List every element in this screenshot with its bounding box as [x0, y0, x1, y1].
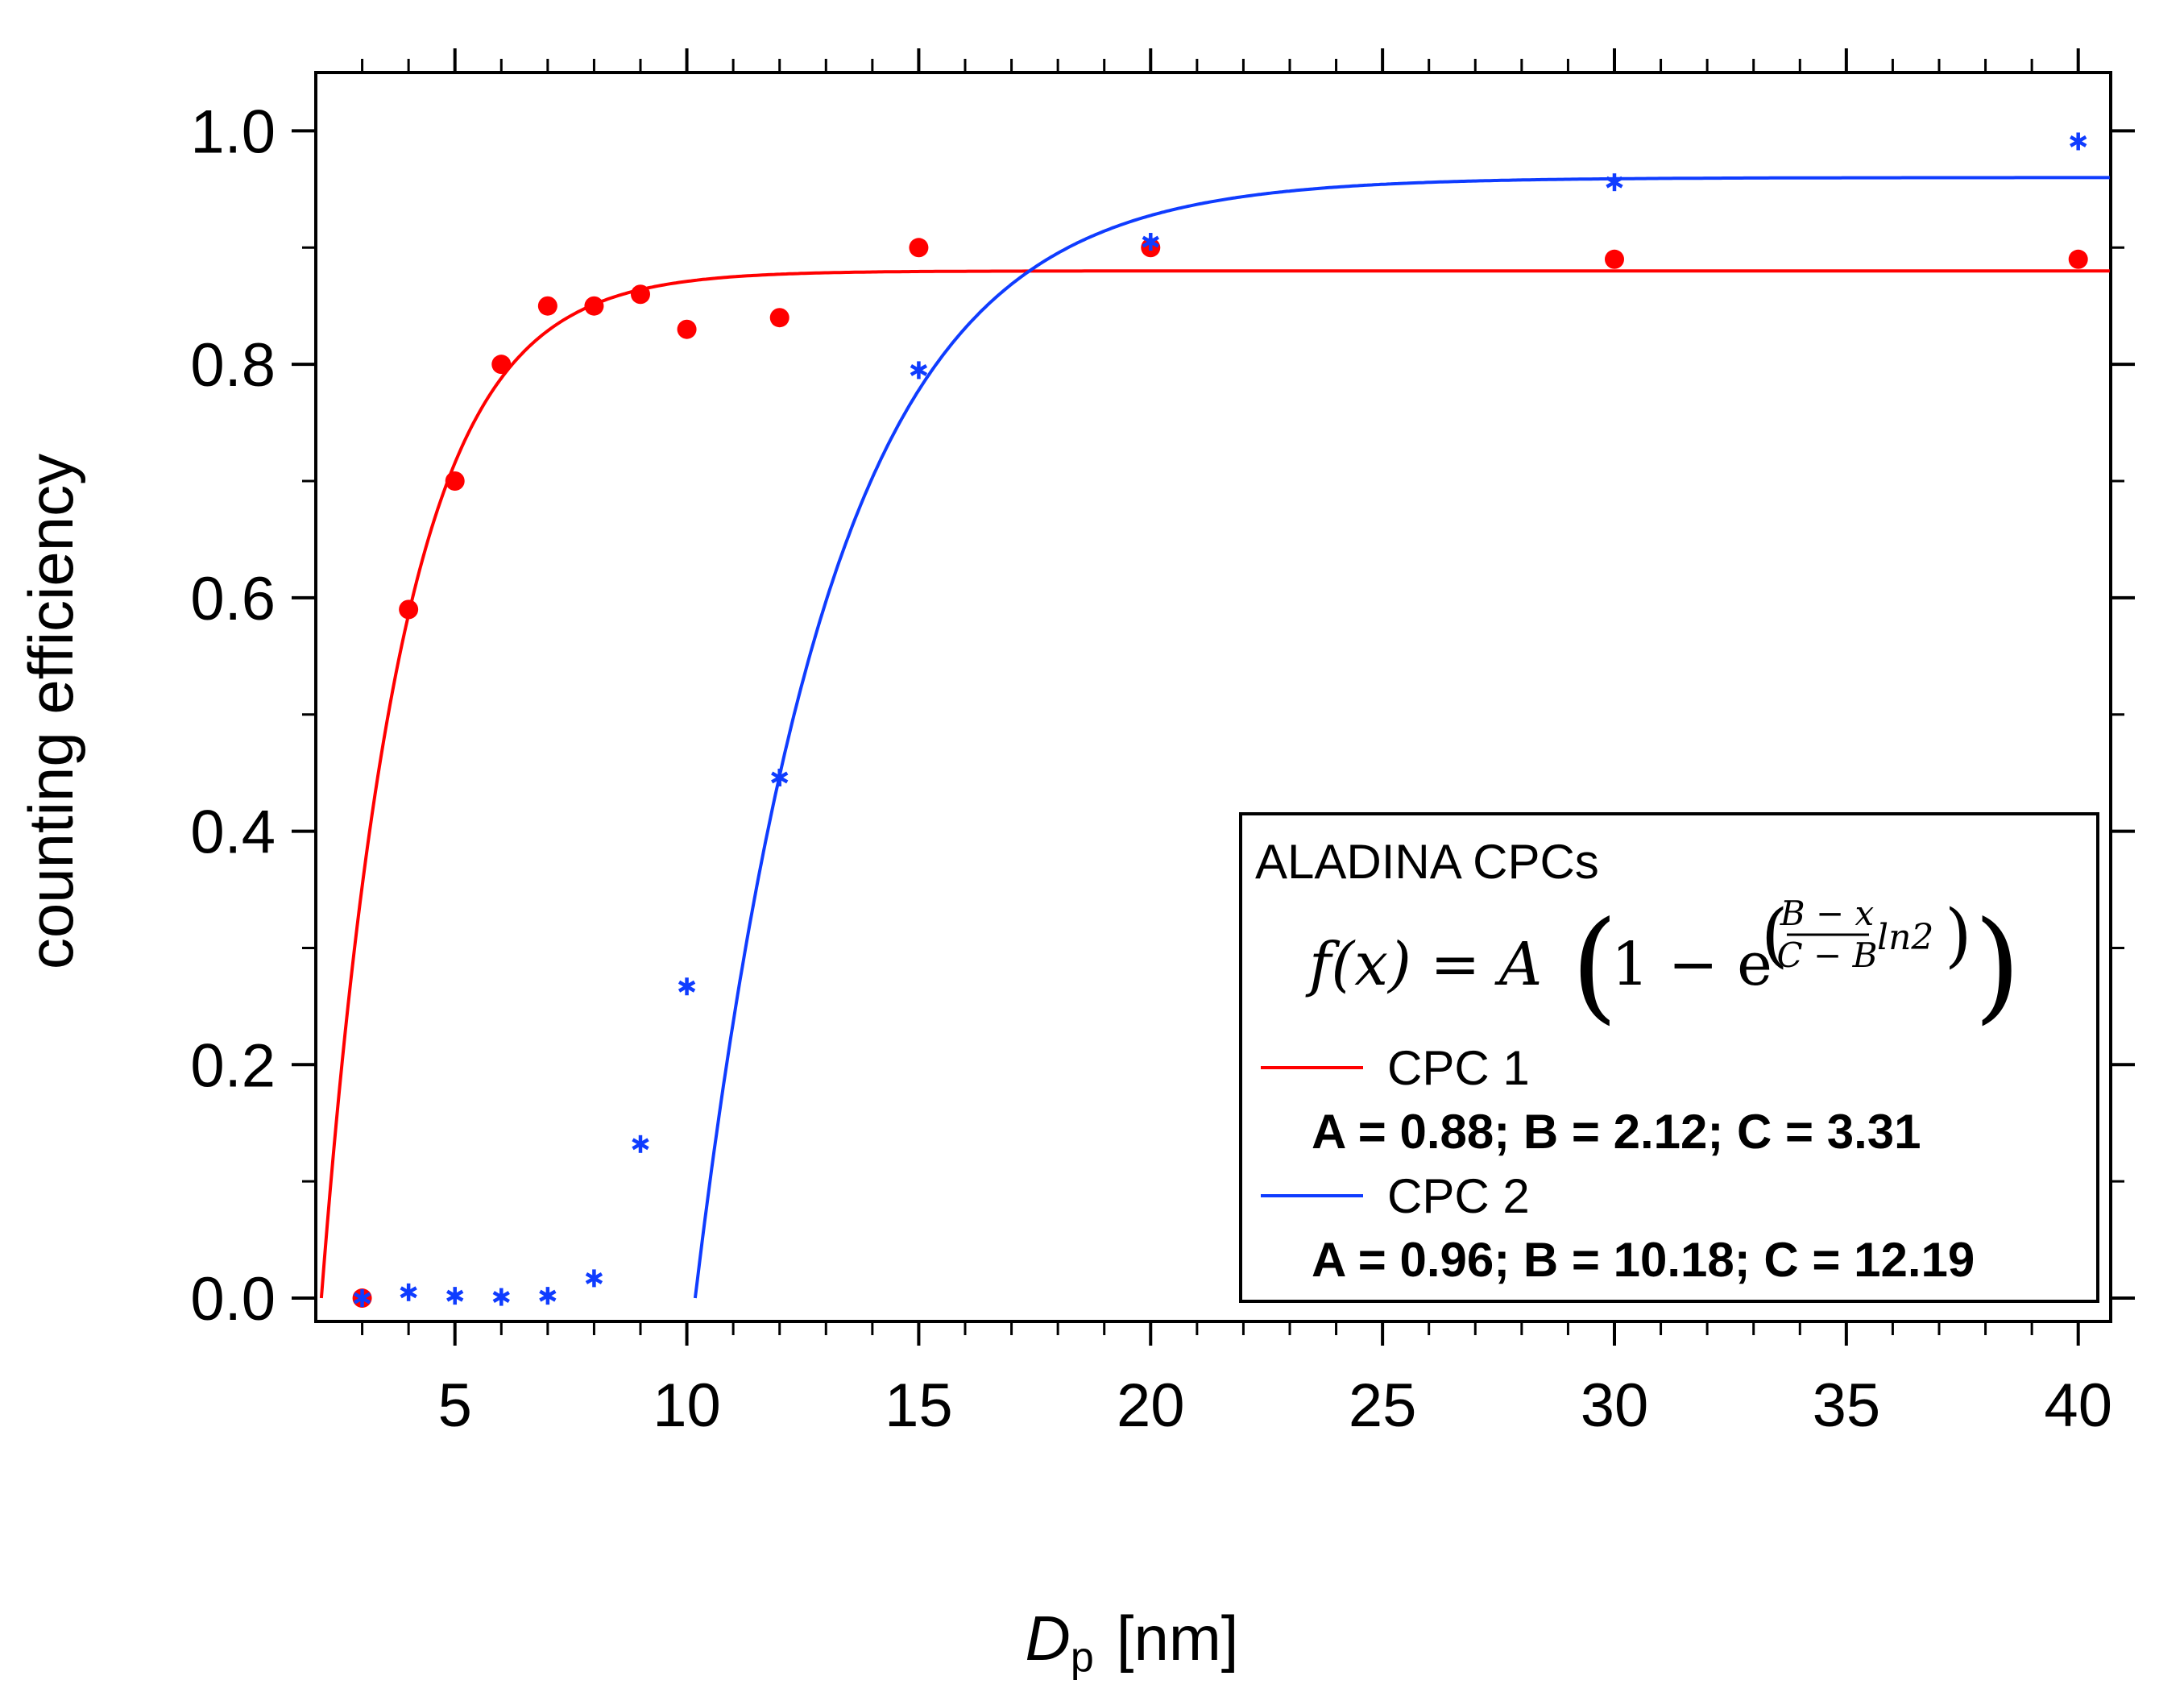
- y-tick-label: 0.2: [190, 1031, 276, 1100]
- legend-params-cpc2: A = 0.96; B = 10.18; C = 12.19: [1312, 1233, 1975, 1287]
- x-axis-title-unit: [nm]: [1117, 1603, 1239, 1674]
- data-point-cpc1: [445, 471, 465, 492]
- data-point-cpc1: [1604, 249, 1624, 269]
- asterisk-stroke: [771, 771, 789, 784]
- x-tick-label: 15: [885, 1371, 953, 1440]
- legend-formula: f(x) = A ( 1 − e ( B − x C − B ln2 ) ): [1305, 894, 2021, 1036]
- data-point-cpc1: [769, 308, 789, 328]
- y-tick-label: 1.0: [190, 97, 276, 166]
- asterisk-stroke: [678, 980, 696, 993]
- y-tick-label: 0.4: [190, 799, 276, 867]
- asterisk-stroke: [400, 1286, 417, 1299]
- data-point-cpc2: [1606, 173, 1623, 192]
- data-point-cpc2: [539, 1287, 557, 1305]
- x-axis-title-subscript: p: [1071, 1634, 1094, 1681]
- x-tick-label: 10: [653, 1371, 721, 1440]
- data-point-cpc1: [537, 296, 557, 316]
- legend-box: [1239, 812, 2099, 1303]
- legend-label-cpc1: CPC 1: [1387, 1041, 1530, 1095]
- x-axis-title: Dp [nm]: [1026, 1603, 1239, 1681]
- formula-exp-paren-right: ): [1945, 895, 1972, 976]
- data-point-cpc1: [399, 599, 419, 620]
- y-tick-label: 0.6: [190, 565, 276, 633]
- asterisk-stroke: [2070, 135, 2087, 147]
- asterisk-stroke: [910, 363, 928, 376]
- data-point-cpc1: [677, 319, 697, 339]
- legend-params-cpc1: A = 0.88; B = 2.12; C = 3.31: [1312, 1105, 1921, 1159]
- asterisk-stroke: [492, 1291, 510, 1304]
- formula-numerator: B − x: [1780, 894, 1875, 933]
- asterisk-stroke: [1142, 235, 1159, 248]
- formula-paren-left: (: [1571, 896, 1618, 1036]
- data-point-cpc1: [584, 296, 604, 316]
- data-point-cpc2: [678, 977, 696, 996]
- x-tick-label: 40: [2044, 1371, 2112, 1440]
- data-point-cpc2: [400, 1283, 417, 1301]
- data-point-cpc2: [492, 1288, 510, 1306]
- asterisk-stroke: [353, 1292, 371, 1305]
- x-tick-label: 25: [1349, 1371, 1417, 1440]
- data-point-cpc2: [2070, 132, 2087, 151]
- formula-denominator: C − B: [1777, 935, 1878, 975]
- x-tick-label: 20: [1117, 1371, 1185, 1440]
- y-tick-label: 0.0: [190, 1265, 276, 1334]
- formula-ln2: ln2: [1877, 917, 1933, 958]
- y-axis-title: counting efficiency: [15, 454, 86, 969]
- data-markers: [352, 132, 2088, 1309]
- plot-frame: [314, 71, 2112, 1323]
- x-tick-label: 30: [1581, 1371, 1649, 1440]
- data-point-cpc1: [909, 238, 929, 258]
- asterisk-stroke: [585, 1271, 603, 1284]
- x-tick-label: 5: [438, 1371, 472, 1440]
- data-point-cpc1: [491, 355, 512, 375]
- data-point-cpc2: [910, 361, 928, 380]
- data-point-cpc2: [632, 1135, 649, 1153]
- asterisk-stroke: [446, 1289, 464, 1302]
- plot-border: [314, 71, 2112, 1323]
- formula-paren-right: ): [1974, 896, 2021, 1036]
- x-tick-label: 35: [1813, 1371, 1881, 1440]
- data-point-cpc2: [771, 768, 789, 786]
- data-point-cpc2: [1142, 233, 1159, 251]
- axis-ticks: [292, 48, 2135, 1346]
- data-point-cpc2: [585, 1269, 603, 1288]
- formula-one-minus: 1 − e: [1611, 930, 1772, 999]
- fit-curve-2: [693, 176, 2110, 1299]
- data-point-cpc1: [630, 284, 650, 305]
- formula-lhs: f(x) = A: [1305, 930, 1542, 999]
- legend-title: ALADINA CPCs: [1255, 835, 1599, 889]
- y-tick-label: 0.8: [190, 331, 276, 400]
- legend: ALADINA CPCs f(x) = A ( 1 − e ( B − x C …: [1239, 812, 2099, 1303]
- asterisk-stroke: [632, 1138, 649, 1151]
- data-point-cpc2: [446, 1287, 464, 1305]
- fit-curves: [319, 176, 2110, 1299]
- formula-exp-paren-left: (: [1761, 895, 1788, 976]
- data-point-cpc2: [353, 1289, 371, 1308]
- asterisk-stroke: [539, 1289, 557, 1302]
- asterisk-stroke: [1606, 176, 1623, 189]
- x-axis-title-symbol: D: [1026, 1603, 1071, 1674]
- legend-label-cpc2: CPC 2: [1387, 1169, 1530, 1223]
- data-point-cpc1: [2068, 249, 2088, 269]
- tick-labels: 5 10 15 20 25 30 35 40 0.0 0.2 0.4 0.6 0.8 1.0: [190, 97, 2112, 1440]
- fit-curve-1: [319, 269, 2110, 1299]
